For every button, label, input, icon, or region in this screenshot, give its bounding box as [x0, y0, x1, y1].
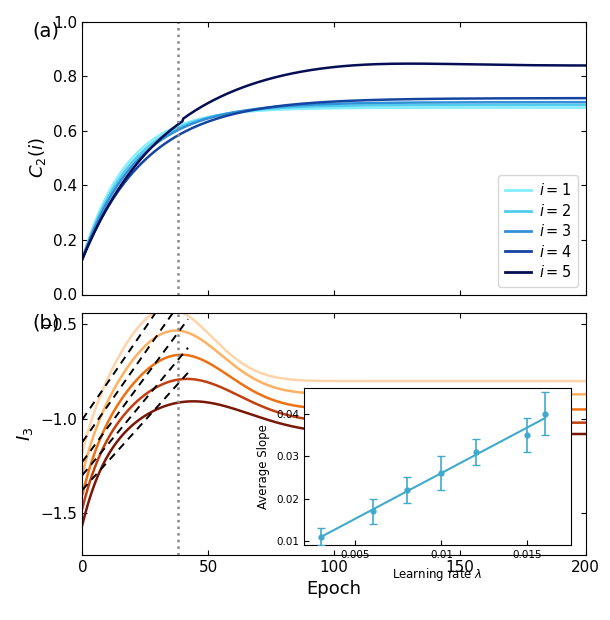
$i = 1$ — [400, 104, 407, 112]
$i = 3$ — [512, 99, 519, 106]
$i = 2$ — [461, 101, 468, 108]
$i = 4$ — [400, 95, 407, 103]
X-axis label: Epoch: Epoch — [306, 580, 362, 598]
$i = 3$ — [582, 99, 589, 106]
Legend: $i = 1$, $i = 2$, $i = 3$, $i = 4$, $i = 5$: $i = 1$, $i = 2$, $i = 3$, $i = 4$, $i =… — [498, 175, 578, 287]
$i = 1$ — [110, 180, 117, 188]
$i = 4$ — [582, 94, 589, 102]
Text: (b): (b) — [32, 313, 60, 332]
Line: $i = 5$: $i = 5$ — [82, 64, 586, 259]
$i = 1$ — [461, 104, 468, 112]
$i = 5$ — [79, 255, 86, 263]
$i = 2$ — [582, 101, 589, 108]
$i = 2$ — [371, 102, 378, 109]
$i = 4$ — [512, 95, 519, 102]
$i = 2$ — [384, 102, 392, 109]
$i = 3$ — [110, 188, 117, 196]
$i = 5$ — [407, 60, 415, 68]
$i = 5$ — [461, 61, 468, 68]
$i = 1$ — [79, 255, 86, 263]
Line: $i = 4$: $i = 4$ — [82, 98, 586, 259]
$i = 2$ — [110, 185, 117, 192]
$i = 3$ — [384, 99, 392, 107]
$i = 2$ — [512, 101, 519, 108]
$i = 4$ — [110, 195, 117, 202]
$i = 4$ — [461, 95, 468, 102]
$i = 4$ — [384, 96, 392, 104]
$i = 1$ — [582, 104, 589, 112]
$i = 2$ — [400, 102, 407, 109]
$i = 4$ — [371, 96, 378, 104]
$i = 5$ — [400, 60, 407, 68]
$i = 5$ — [384, 60, 392, 68]
$i = 5$ — [512, 61, 520, 69]
$i = 4$ — [79, 255, 86, 263]
$i = 1$ — [371, 104, 378, 112]
$i = 3$ — [371, 99, 378, 107]
Line: $i = 1$: $i = 1$ — [82, 108, 586, 259]
$i = 3$ — [400, 99, 407, 107]
$i = 1$ — [384, 104, 392, 112]
$i = 2$ — [79, 255, 86, 263]
$i = 5$ — [582, 62, 589, 69]
Line: $i = 2$: $i = 2$ — [82, 105, 586, 259]
Y-axis label: $C_2(i)$: $C_2(i)$ — [27, 138, 48, 179]
Y-axis label: $I_3$: $I_3$ — [15, 427, 35, 441]
$i = 5$ — [110, 193, 117, 201]
Line: $i = 3$: $i = 3$ — [82, 102, 586, 259]
$i = 1$ — [512, 104, 519, 112]
$i = 5$ — [371, 61, 378, 68]
Text: (a): (a) — [32, 22, 59, 41]
$i = 3$ — [461, 99, 468, 106]
$i = 3$ — [79, 255, 86, 263]
